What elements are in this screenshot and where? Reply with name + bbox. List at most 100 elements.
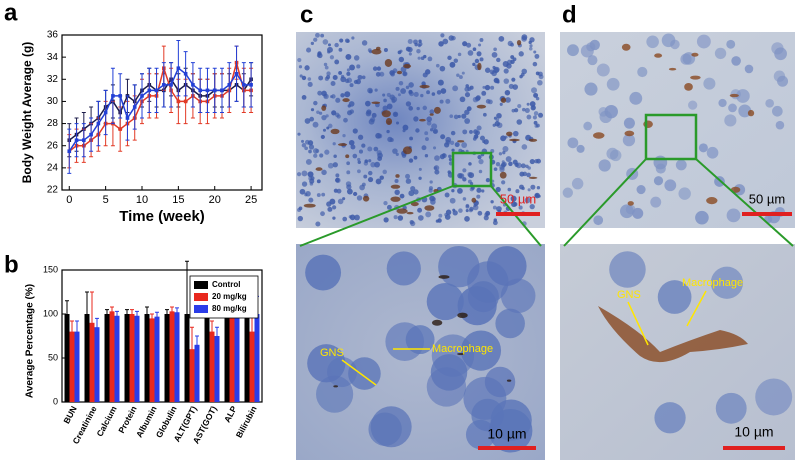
nucleus xyxy=(352,128,358,134)
nucleus xyxy=(297,57,302,63)
nucleus xyxy=(472,204,479,211)
stain xyxy=(419,84,430,89)
bar xyxy=(234,316,240,402)
nucleus xyxy=(519,184,524,190)
nucleus xyxy=(407,39,413,45)
nucleus xyxy=(606,77,620,91)
nucleus xyxy=(353,55,360,61)
nucleus xyxy=(434,155,440,161)
bar xyxy=(229,314,235,402)
nucleus xyxy=(374,88,378,92)
stain xyxy=(684,82,693,91)
nucleus xyxy=(461,142,468,148)
error-bar xyxy=(170,306,174,317)
nucleus xyxy=(465,209,469,213)
nucleus xyxy=(481,189,485,193)
nucleus xyxy=(304,65,310,71)
bar xyxy=(224,314,230,402)
x-tick-label: 20 xyxy=(209,194,221,206)
nucleus xyxy=(521,68,528,75)
nucleus xyxy=(567,44,579,57)
nucleus xyxy=(340,93,345,98)
nucleus xyxy=(333,154,337,158)
nucleus xyxy=(449,140,455,145)
nucleus xyxy=(440,33,445,38)
bar xyxy=(104,314,110,402)
nucleus xyxy=(301,181,308,187)
nucleus xyxy=(535,71,540,76)
nucleus xyxy=(678,187,691,200)
nucleus xyxy=(511,77,516,82)
marker xyxy=(198,88,202,93)
bar xyxy=(124,314,130,402)
nucleus xyxy=(342,197,346,201)
stain xyxy=(593,132,605,139)
nucleus xyxy=(462,168,467,173)
nucleus xyxy=(307,77,312,81)
nucleus xyxy=(346,161,351,166)
nucleus xyxy=(462,197,467,201)
stain xyxy=(330,128,340,135)
stain xyxy=(390,184,401,189)
nucleus xyxy=(345,53,352,60)
marker xyxy=(183,99,188,104)
nucleus xyxy=(562,187,573,198)
nucleus xyxy=(376,66,382,71)
nucleus xyxy=(726,208,741,223)
nucleus xyxy=(537,79,543,86)
nucleus xyxy=(467,261,509,303)
nucleus xyxy=(664,179,677,192)
nucleus xyxy=(421,145,427,151)
nucleus xyxy=(405,325,435,355)
nucleus xyxy=(632,207,644,219)
nucleus xyxy=(418,176,422,180)
nucleus xyxy=(534,53,540,59)
nucleus xyxy=(529,44,533,48)
nucleus xyxy=(520,163,526,169)
nucleus xyxy=(465,204,470,209)
nucleus xyxy=(354,214,360,221)
marker xyxy=(74,138,79,142)
stain xyxy=(729,93,739,98)
nucleus xyxy=(491,70,497,77)
nucleus xyxy=(405,173,411,179)
nucleus xyxy=(408,190,415,197)
nucleus xyxy=(373,146,379,152)
nucleus xyxy=(349,83,354,88)
stain xyxy=(668,67,677,71)
nucleus xyxy=(457,114,461,119)
bar xyxy=(129,314,135,402)
nucleus xyxy=(526,114,532,120)
nucleus xyxy=(326,201,332,207)
stain xyxy=(691,52,699,57)
nucleus xyxy=(327,162,334,169)
nucleus xyxy=(445,209,452,216)
x-tick-label: 0 xyxy=(66,194,72,206)
nucleus xyxy=(462,177,467,182)
nucleus xyxy=(599,110,612,124)
nucleus xyxy=(397,215,404,221)
nucleus xyxy=(428,186,433,191)
nucleus xyxy=(424,154,429,158)
stain xyxy=(403,63,412,69)
stain xyxy=(598,306,748,363)
zoom-box xyxy=(451,151,493,188)
nucleus xyxy=(524,107,530,113)
nucleus xyxy=(485,177,491,183)
nucleus xyxy=(386,204,392,210)
nucleus xyxy=(367,146,373,152)
nucleus xyxy=(324,76,329,81)
nucleus xyxy=(499,164,505,170)
nucleus xyxy=(426,120,432,126)
nucleus xyxy=(418,215,424,221)
scale-label: 10 µm xyxy=(487,426,526,442)
nucleus xyxy=(308,144,315,150)
nucleus xyxy=(710,266,744,299)
scale-bar xyxy=(496,212,540,216)
nucleus xyxy=(369,49,373,54)
marker xyxy=(132,105,137,109)
legend-swatch xyxy=(194,281,208,289)
nucleus xyxy=(478,43,482,47)
nucleus xyxy=(444,192,450,198)
nucleus xyxy=(436,90,442,95)
